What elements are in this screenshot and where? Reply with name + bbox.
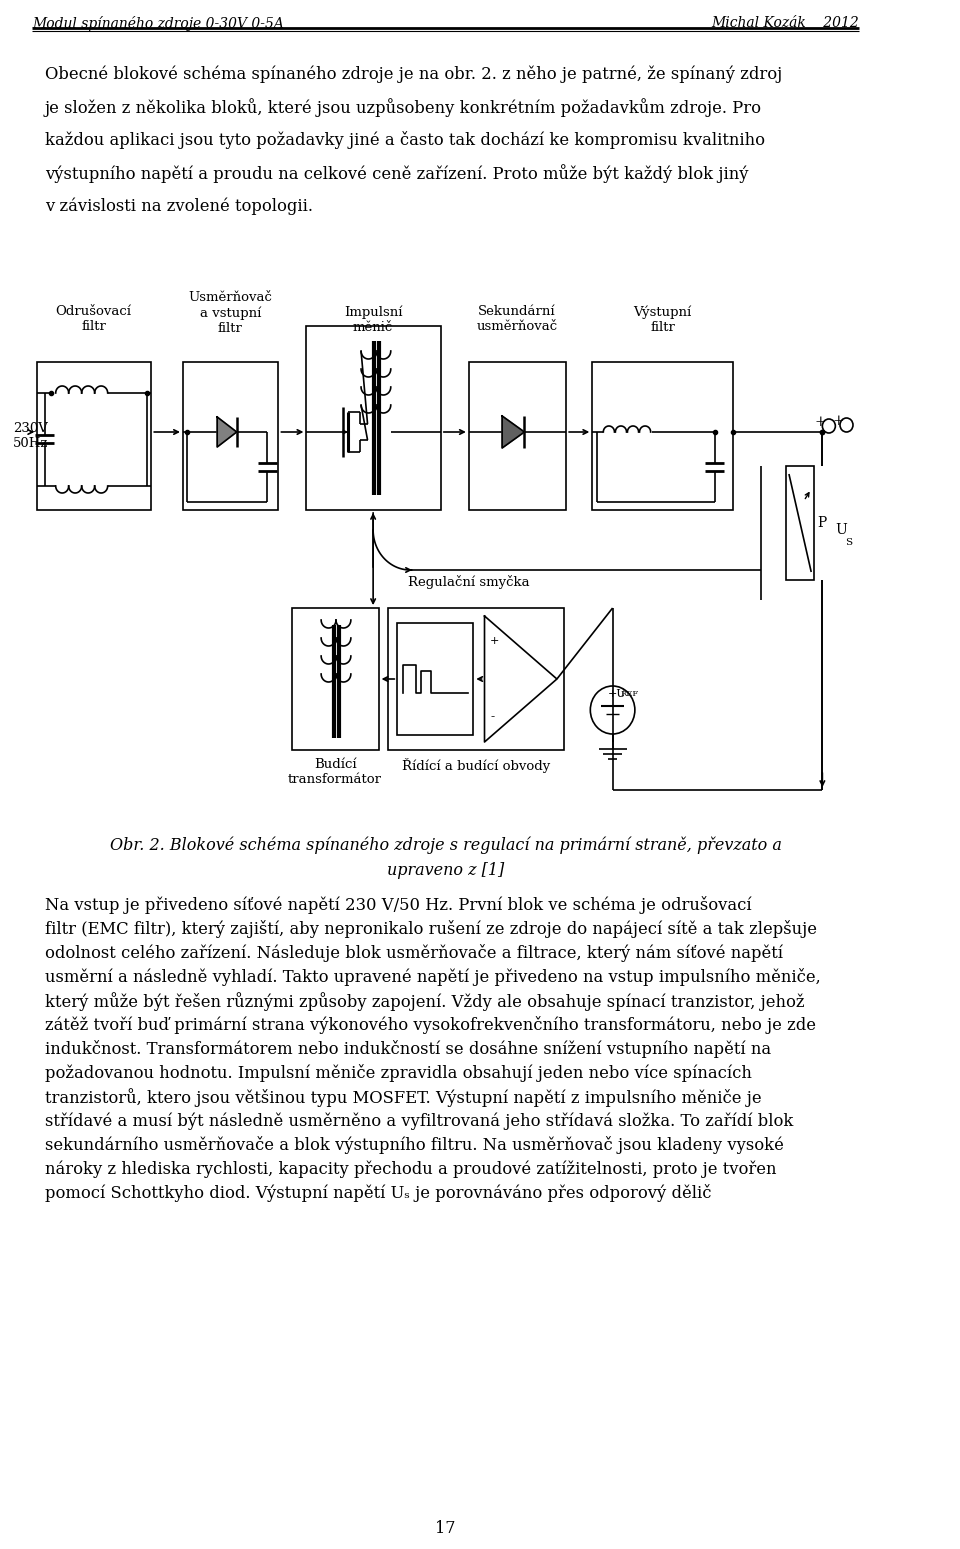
- Text: který může být řešen různými způsoby zapojení. Vždy ale obsahuje spínací tranzis: který může být řešen různými způsoby zap…: [44, 991, 804, 1011]
- Text: 230V
50Hz: 230V 50Hz: [13, 421, 48, 451]
- Text: v závislosti na zvolené topologii.: v závislosti na zvolené topologii.: [44, 197, 313, 214]
- Text: požadovanou hodnotu. Impulsní měniče zpravidla obsahují jeden nebo více spínacíc: požadovanou hodnotu. Impulsní měniče zpr…: [44, 1064, 752, 1083]
- Text: +: +: [832, 414, 844, 428]
- Text: +: +: [814, 415, 826, 429]
- Bar: [397, 623, 473, 734]
- Text: REF: REF: [621, 689, 639, 699]
- Text: Řídící a budící obvody: Řídící a budící obvody: [402, 757, 550, 773]
- Text: Impulsní
měnič: Impulsní měnič: [344, 305, 402, 333]
- Text: Budící
transformátor: Budící transformátor: [288, 757, 382, 785]
- Text: je složen z několika bloků, které jsou uzpůsobeny konkrétním požadavkům zdroje. : je složen z několika bloků, které jsou u…: [44, 98, 761, 116]
- Text: každou aplikaci jsou tyto požadavky jiné a často tak dochází ke kompromisu kvali: každou aplikaci jsou tyto požadavky jiné…: [44, 132, 764, 149]
- Text: U: U: [835, 524, 847, 538]
- Bar: [306, 325, 441, 510]
- Bar: [388, 609, 564, 750]
- Polygon shape: [502, 417, 524, 448]
- Text: Na vstup je přivedeno síťové napětí 230 V/50 Hz. První blok ve schéma je odrušov: Na vstup je přivedeno síťové napětí 230 …: [44, 895, 751, 914]
- Text: +: +: [490, 637, 499, 646]
- Text: indukčnost. Transformátorem nebo indukčností se dosáhne snížení vstupního napětí: indukčnost. Transformátorem nebo indukčn…: [44, 1039, 771, 1058]
- Text: pomocí Schottkyho diod. Výstupní napětí Uₛ je porovnáváno přes odporový dělič: pomocí Schottkyho diod. Výstupní napětí …: [44, 1183, 711, 1202]
- Text: tranzistorů, ktero jsou většinou typu MOSFET. Výstupní napětí z impulsního měnič: tranzistorů, ktero jsou většinou typu MO…: [44, 1087, 761, 1108]
- Polygon shape: [217, 417, 237, 448]
- Text: sekundárního usměrňovače a blok výstupního filtru. Na usměrňovač jsou kladeny vy: sekundárního usměrňovače a blok výstupní…: [44, 1135, 783, 1154]
- Text: +U: +U: [608, 689, 627, 699]
- Text: -: -: [490, 711, 494, 723]
- Text: upraveno z [1]: upraveno z [1]: [387, 861, 504, 878]
- Text: zátěž tvoří buď primární strana výkonového vysokofrekvenčního transformátoru, ne: zátěž tvoří buď primární strana výkonové…: [44, 1016, 816, 1035]
- Text: Usměrňovač
a vstupní
filtr: Usměrňovač a vstupní filtr: [188, 291, 272, 335]
- Text: Výstupní
filtr: Výstupní filtr: [634, 305, 692, 333]
- Text: P: P: [818, 516, 827, 530]
- Bar: [468, 362, 566, 510]
- Text: Obr. 2. Blokové schéma spínaného zdroje s regulací na primární straně, převzato : Obr. 2. Blokové schéma spínaného zdroje …: [109, 836, 781, 853]
- Text: S: S: [845, 538, 852, 547]
- Text: střídavé a musí být následně usměrněno a vyfiltrovaná jeho střídavá složka. To z: střídavé a musí být následně usměrněno a…: [44, 1112, 793, 1129]
- Text: Sekundární
usměrňovač: Sekundární usměrňovač: [476, 305, 558, 333]
- Text: Regulační smyčka: Regulační smyčka: [408, 575, 530, 589]
- Text: odolnost celého zařízení. Následuje blok usměrňovače a filtrace, který nám síťov: odolnost celého zařízení. Následuje blok…: [44, 943, 782, 962]
- Text: 17: 17: [435, 1520, 456, 1537]
- Text: filtr (EMC filtr), který zajiští, aby nepronikalo rušení ze zdroje do napájecí s: filtr (EMC filtr), který zajiští, aby ne…: [44, 920, 817, 939]
- Text: výstupního napětí a proudu na celkové ceně zařízení. Proto může být každý blok j: výstupního napětí a proudu na celkové ce…: [44, 164, 748, 183]
- Text: nároky z hlediska rychlosti, kapacity přechodu a proudové zatížitelnosti, proto : nároky z hlediska rychlosti, kapacity př…: [44, 1160, 776, 1177]
- Bar: [182, 362, 278, 510]
- Bar: [786, 466, 814, 579]
- Text: Michal Kozák    2012: Michal Kozák 2012: [710, 15, 858, 29]
- Bar: [592, 362, 733, 510]
- Bar: [37, 362, 152, 510]
- Text: usměrní a následně vyhladí. Takto upravené napětí je přivedeno na vstup impulsní: usměrní a následně vyhladí. Takto uprave…: [44, 968, 820, 987]
- Bar: [293, 609, 378, 750]
- Text: Obecné blokové schéma spínaného zdroje je na obr. 2. z něho je patrné, že spínan: Obecné blokové schéma spínaného zdroje j…: [44, 65, 781, 82]
- Text: Modul spínaného zdroje 0-30V 0-5A: Modul spínaného zdroje 0-30V 0-5A: [33, 15, 284, 31]
- Text: Odrušovací
filtr: Odrušovací filtr: [56, 305, 132, 333]
